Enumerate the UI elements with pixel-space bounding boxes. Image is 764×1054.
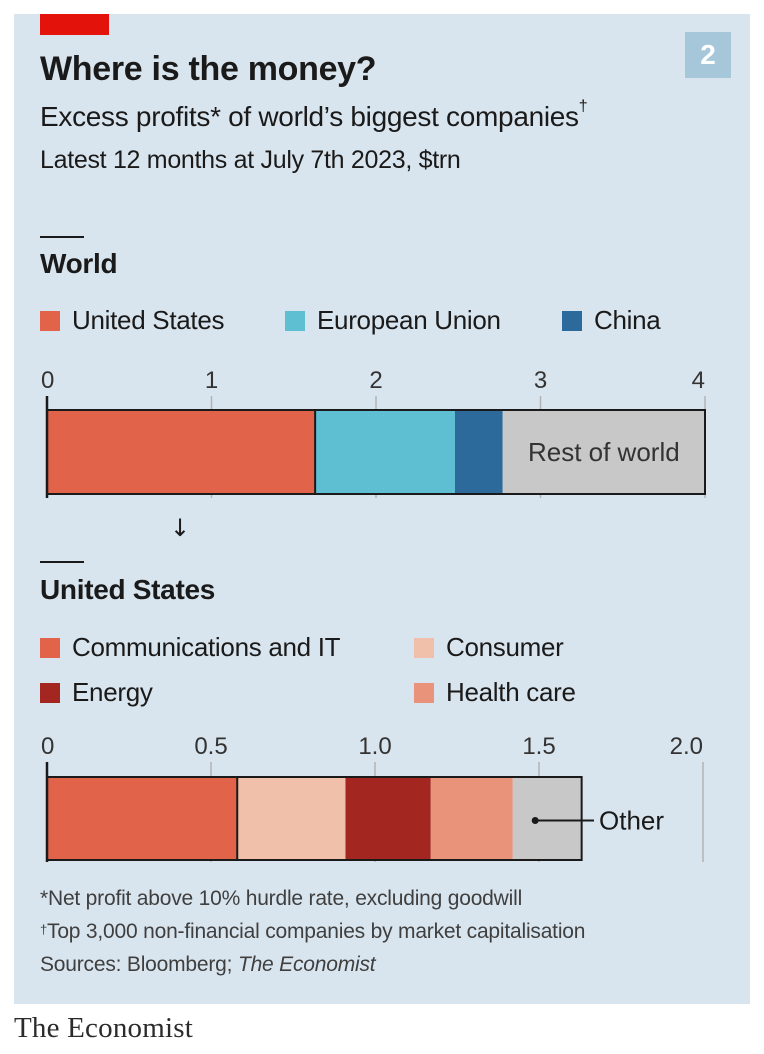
legend-european-union: European Union: [285, 305, 501, 336]
sources-economist: The Economist: [237, 953, 376, 976]
legend-swatch-communications-it: [40, 637, 60, 658]
legend-communications-it: Communications and IT: [40, 632, 341, 663]
footnote-sources: Sources: Bloomberg; The Economist: [40, 948, 585, 981]
rest-of-world-label: Rest of world: [528, 437, 680, 467]
world-section-title: World: [40, 248, 118, 279]
us-bar-other: [512, 777, 582, 860]
legend-consumer: Consumer: [414, 632, 564, 663]
legend-swatch-energy: [40, 682, 60, 703]
legend-united-states: United States: [40, 305, 225, 336]
world-bar-united-states: [47, 410, 316, 494]
footnote-universe: †Top 3,000 non-financial companies by ma…: [40, 915, 585, 948]
world-bar-rest-of-world: [502, 410, 705, 494]
us-tick-label: 2.0: [670, 733, 703, 760]
economist-logo: The Economist: [14, 1012, 193, 1044]
us-bar-communications-and-it: [47, 777, 238, 860]
us-bar-energy: [345, 777, 431, 860]
legend-label-european-union: European Union: [317, 305, 501, 335]
legend-swatch-health-care: [414, 682, 434, 703]
chart-subtitle-period: Latest 12 months at July 7th 2023, $trn: [40, 146, 461, 174]
world-tick-label: 3: [534, 367, 547, 394]
legend-label-consumer: Consumer: [446, 632, 564, 662]
us-tick-label: 0: [41, 733, 54, 760]
legend-label-china: China: [594, 305, 661, 335]
footnote-universe-text: Top 3,000 non-financial companies by mar…: [47, 920, 586, 943]
chart-subtitle: Excess profits* of world’s biggest compa…: [40, 98, 588, 133]
legend-china: China: [562, 305, 661, 336]
legend-health-care: Health care: [414, 677, 576, 708]
legend-swatch-european-union: [285, 310, 305, 331]
us-section-rule: [40, 561, 84, 563]
world-bar-european-union: [315, 410, 455, 494]
us-bar-health-care: [430, 777, 513, 860]
world-bar-china: [454, 410, 503, 494]
chart-number-badge: 2: [685, 32, 731, 78]
legend-swatch-consumer: [414, 637, 434, 658]
legend-swatch-united-states: [40, 310, 60, 331]
us-tick-label: 1.5: [522, 733, 555, 760]
us-section-title: United States: [40, 574, 216, 605]
legend-label-health-care: Health care: [446, 677, 576, 707]
world-tick-label: 4: [692, 367, 705, 394]
drilldown-arrow-icon: ↓: [170, 514, 190, 542]
world-section-rule: [40, 236, 84, 238]
legend-label-united-states: United States: [72, 305, 225, 335]
us-tick-label: 1.0: [358, 733, 391, 760]
brand-red-bar: [40, 14, 109, 35]
legend-swatch-china: [562, 310, 582, 331]
us-tick-label: 0.5: [194, 733, 227, 760]
chart-title: Where is the money?: [40, 50, 377, 88]
subtitle-text: Excess profits* of world’s biggest compa…: [40, 101, 579, 132]
footnote-dagger: †: [40, 922, 48, 937]
other-callout-label: Other: [599, 806, 664, 836]
subtitle-dagger: †: [578, 98, 588, 115]
legend-label-communications-it: Communications and IT: [72, 632, 341, 662]
world-tick-label: 1: [205, 367, 218, 394]
world-tick-label: 2: [369, 367, 382, 394]
legend-energy: Energy: [40, 677, 153, 708]
footnotes: *Net profit above 10% hurdle rate, exclu…: [40, 882, 585, 981]
footnote-hurdle: *Net profit above 10% hurdle rate, exclu…: [40, 887, 523, 910]
us-bar-consumer: [237, 777, 346, 860]
world-tick-label: 0: [41, 367, 54, 394]
sources-prefix: Sources: Bloomberg;: [40, 953, 238, 976]
legend-label-energy: Energy: [72, 677, 153, 707]
